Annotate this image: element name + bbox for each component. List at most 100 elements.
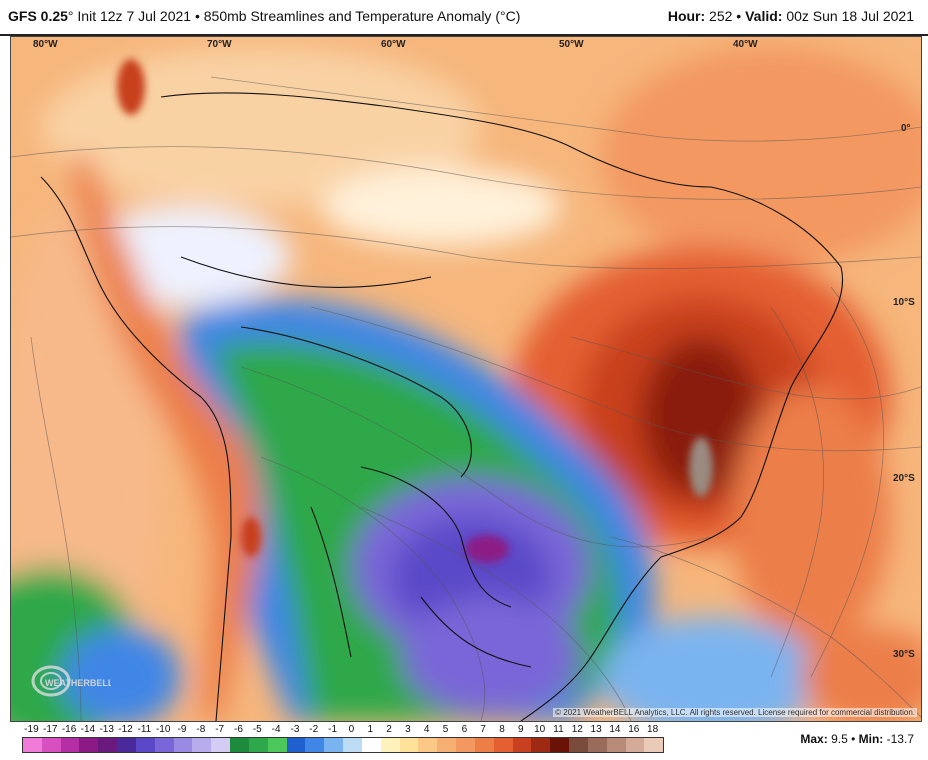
colorbar-cell — [361, 738, 381, 752]
colorbar-tick-label: 7 — [480, 724, 486, 735]
map-title: GFS 0.25° Init 12z 7 Jul 2021 • 850mb St… — [8, 8, 520, 24]
colorbar-tick-label: -8 — [196, 724, 206, 735]
lat-label-30s: 30°S — [893, 649, 915, 660]
colorbar-cell — [305, 738, 325, 752]
colorbar-cell — [267, 738, 287, 752]
copyright-credit: © 2021 WeatherBELL Analytics, LLC. All r… — [553, 708, 917, 717]
colorbar-cell — [587, 738, 607, 752]
colorbar-tick-label: -10 — [155, 724, 171, 735]
hour-value: 252 — [709, 8, 733, 24]
lon-label-40w: 40°W — [733, 39, 758, 50]
colorbar-cell — [60, 738, 80, 752]
colorbar-tick-label: -6 — [234, 724, 243, 735]
colorbar-tick-label: 9 — [518, 724, 524, 735]
colorbar-tick-label: 16 — [628, 724, 640, 735]
map-canvas — [11, 37, 921, 721]
colorbar-cell — [79, 738, 99, 752]
colorbar-tick-label: -3 — [290, 724, 300, 735]
colorbar-cell — [343, 738, 362, 752]
colorbar-cell — [474, 738, 494, 752]
colorbar-cell — [248, 738, 268, 752]
max-label: Max: — [800, 732, 828, 746]
forecast-map: 80°W 70°W 60°W 50°W 40°W 0° 10°S 20°S 30… — [10, 36, 922, 722]
colorbar-tick-label: 13 — [590, 724, 602, 735]
colorbar-tick-label: 6 — [461, 724, 468, 735]
degree-mark: ° — [67, 8, 74, 24]
colorbar-tick-label: 8 — [499, 724, 505, 735]
colorbar-cell — [437, 738, 457, 752]
colorbar-cell — [98, 738, 118, 752]
max-min-stats: Max: 9.5 • Min: -13.7 — [800, 732, 914, 746]
hour-label: Hour: — [667, 8, 706, 24]
max-value: 9.5 — [831, 732, 848, 746]
colorbar-tick-label: -13 — [99, 724, 114, 735]
anomaly-details — [117, 59, 713, 563]
colorbar-tick-label: -19 — [24, 724, 39, 735]
weatherbell-logo: WEATHERBELL — [31, 665, 111, 697]
lon-label-70w: 70°W — [207, 39, 232, 50]
colorbar-cell — [493, 738, 513, 752]
colorbar-tick-label: 18 — [647, 724, 659, 735]
colorbar-tick-label: -16 — [61, 724, 77, 735]
colorbar-tick-labels: -19 -17 -16 -14 -13 -12 -11 -10 -9 -8 -7 -6 -5 -4 -3 -2… — [22, 724, 672, 738]
colorbar-tick-label: -2 — [309, 724, 319, 735]
colorbar-tick-label: 4 — [423, 724, 430, 735]
colorbar-cell — [606, 738, 626, 752]
lat-label-10s: 10°S — [893, 297, 915, 308]
lon-label-60w: 60°W — [381, 39, 406, 50]
bullet-separator: • — [194, 8, 200, 24]
colorbar-tick-label: 14 — [609, 724, 621, 735]
colorbar-tick-label: -5 — [252, 724, 262, 735]
colorbar-tick-label: 12 — [571, 724, 583, 735]
colorbar-cell — [512, 738, 532, 752]
valid-value: 00z Sun 18 Jul 2021 — [786, 8, 914, 24]
coastline-and-borders — [40, 92, 844, 721]
product-name: 850mb Streamlines and Temperature Anomal… — [203, 8, 521, 24]
colorbar-strip — [22, 737, 664, 753]
colorbar-cell — [550, 738, 570, 752]
colorbar-tick-label: -9 — [177, 724, 187, 735]
colorbar-tick-label: 5 — [442, 724, 449, 735]
colorbar-cell — [211, 738, 231, 752]
valid-label: Valid: — [745, 8, 783, 24]
colorbar-cell — [625, 738, 645, 752]
header-bar: GFS 0.25° Init 12z 7 Jul 2021 • 850mb St… — [0, 0, 928, 36]
colorbar-cell — [286, 738, 306, 752]
colorbar-tick-label: 10 — [534, 724, 546, 735]
colorbar-cell — [154, 738, 174, 752]
colorbar-tick-label: -4 — [271, 724, 281, 735]
bullet-separator-2: • — [736, 8, 742, 24]
colorbar-cell — [380, 738, 400, 752]
lon-label-50w: 50°W — [559, 39, 584, 50]
colorbar-cell — [23, 738, 42, 752]
lat-label-20s: 20°S — [893, 473, 915, 484]
model-name: GFS 0.25 — [8, 8, 68, 24]
colorbar-tick-label: -7 — [215, 724, 225, 735]
colorbar-cell — [230, 738, 249, 752]
stats-bullet: • — [851, 732, 856, 746]
colorbar-tick-label: -1 — [328, 724, 338, 735]
colorbar-tick-label: 2 — [386, 724, 392, 735]
lat-label-0: 0° — [901, 123, 911, 134]
colorbar-cell — [117, 738, 136, 752]
colorbar-cell — [192, 738, 212, 752]
lon-label-80w: 80°W — [33, 39, 58, 50]
colorbar-tick-label: -14 — [80, 724, 96, 735]
colorbar-cell — [399, 738, 419, 752]
colorbar-cell — [418, 738, 438, 752]
colorbar-tick-label: 11 — [553, 724, 564, 735]
min-value: -13.7 — [886, 732, 914, 746]
colorbar-tick-label: 3 — [405, 724, 411, 735]
colorbar-tick-label: -12 — [118, 724, 133, 735]
init-time: Init 12z 7 Jul 2021 — [77, 8, 192, 24]
valid-info: Hour: 252 • Valid: 00z Sun 18 Jul 2021 — [668, 8, 914, 24]
colorbar-cell — [41, 738, 61, 752]
colorbar-cell — [531, 738, 551, 752]
anomaly-field — [11, 47, 921, 721]
colorbar-cell — [456, 738, 475, 752]
colorbar-tick-label: 1 — [367, 724, 374, 735]
colorbar-cell — [324, 738, 344, 752]
streamlines — [11, 76, 921, 721]
min-label: Min: — [858, 732, 884, 746]
colorbar-cell — [173, 738, 193, 752]
